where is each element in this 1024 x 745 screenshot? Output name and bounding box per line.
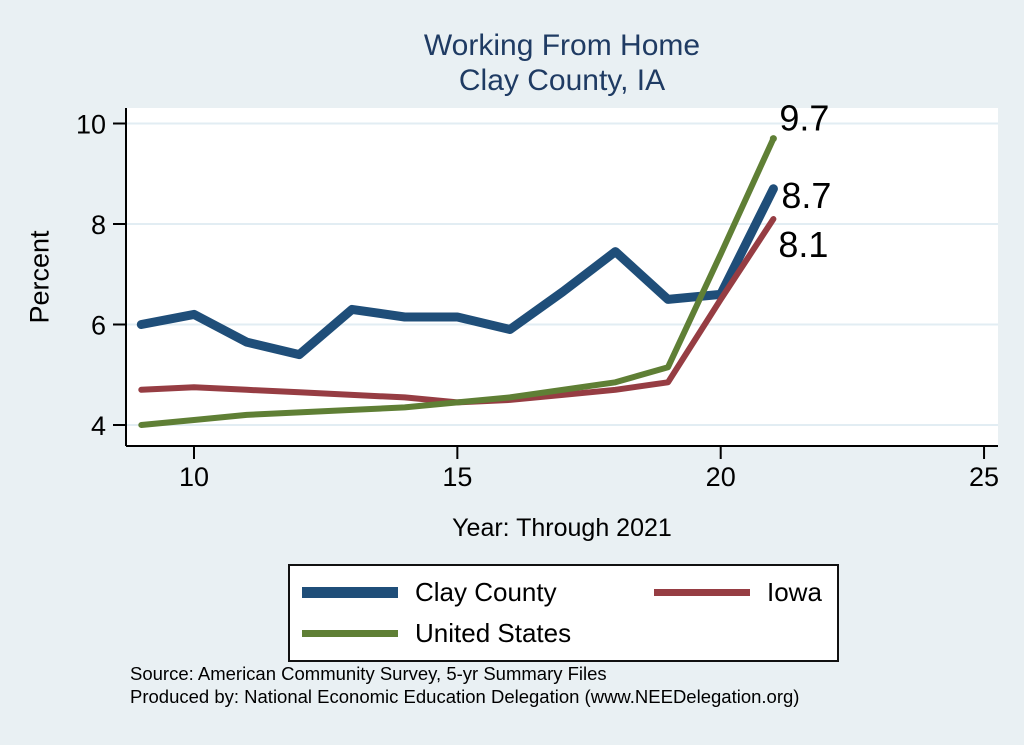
legend-swatch xyxy=(302,630,398,637)
legend-label: United States xyxy=(415,618,572,648)
legend-swatch xyxy=(302,587,398,598)
x-tick-label: 15 xyxy=(442,462,472,492)
series-end-marker-united-states xyxy=(769,135,777,143)
legend: Clay County Iowa United States xyxy=(288,564,839,662)
x-tick-label: 20 xyxy=(706,462,736,492)
y-tick-label: 10 xyxy=(76,110,106,140)
chart-title-line1: Working From Home xyxy=(423,29,701,62)
legend-label: Iowa xyxy=(767,577,822,607)
footer-notes: Source: American Community Survey, 5-yr … xyxy=(130,663,799,708)
y-tick-label: 8 xyxy=(91,210,106,240)
legend-item-iowa: Iowa xyxy=(654,577,829,608)
y-tick-label: 6 xyxy=(91,311,106,341)
end-value-label-clay-county: 8.7 xyxy=(781,175,831,216)
source-note: Source: American Community Survey, 5-yr … xyxy=(130,663,607,684)
end-value-label-iowa: 8.1 xyxy=(778,224,828,265)
produced-by-note: Produced by: National Economic Education… xyxy=(130,685,800,707)
end-value-label-united-states: 9.7 xyxy=(779,98,829,139)
x-axis-title: Year: Through 2021 xyxy=(452,514,672,542)
series-line-clay-county xyxy=(136,184,778,360)
legend-label: Clay County xyxy=(415,577,557,607)
x-tick-label: 10 xyxy=(179,462,209,492)
x-tick-label: 25 xyxy=(969,462,999,492)
chart-title: Working From Home Clay County, IA xyxy=(126,28,998,98)
legend-item-united-states: United States xyxy=(302,618,654,649)
legend-swatch xyxy=(654,589,750,596)
legend-item-clay-county: Clay County xyxy=(302,577,654,608)
chart-title-line2: Clay County, IA xyxy=(458,64,666,97)
series-line-united-states xyxy=(138,135,777,428)
y-tick-label: 4 xyxy=(91,411,106,441)
